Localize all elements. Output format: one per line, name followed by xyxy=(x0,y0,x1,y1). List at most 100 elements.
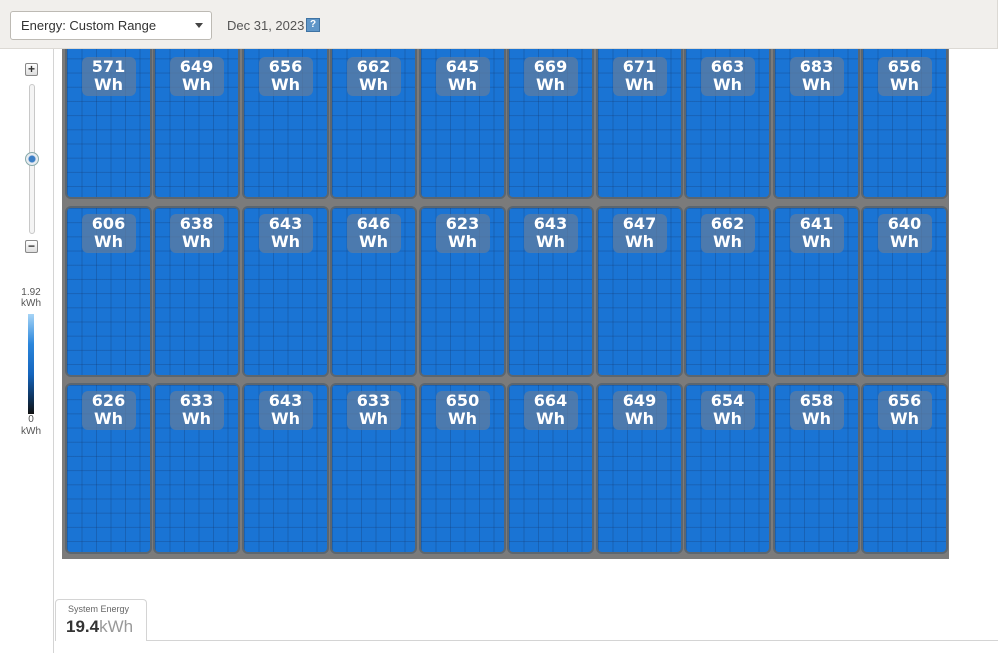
panel-energy-label: 640 Wh xyxy=(877,214,932,253)
solar-panel[interactable]: 606 Wh xyxy=(65,206,152,377)
panel-energy-label: 664 Wh xyxy=(523,391,578,430)
solar-panel[interactable]: 683 Wh xyxy=(773,49,860,199)
panel-energy-label: 650 Wh xyxy=(435,391,490,430)
panel-energy-unit: Wh xyxy=(712,232,743,251)
panel-energy-label: 658 Wh xyxy=(789,391,844,430)
panel-energy-label: 643 Wh xyxy=(523,214,578,253)
panel-energy-value: 638 xyxy=(179,214,214,233)
legend-max-value: 1.92 xyxy=(21,287,41,298)
solar-panel[interactable]: 641 Wh xyxy=(773,206,860,377)
panel-energy-value: 626 xyxy=(91,391,126,410)
zoom-sidebar: + − 1.92 kWh 0 kWh xyxy=(0,49,54,653)
solar-panel[interactable]: 662 Wh xyxy=(684,206,771,377)
panel-energy-label: 669 Wh xyxy=(523,57,578,96)
system-energy-box: System Energy 19.4kWh xyxy=(55,599,147,641)
panel-energy-value: 633 xyxy=(179,391,214,410)
energy-color-legend xyxy=(28,314,34,414)
solar-panel[interactable]: 645 Wh xyxy=(419,49,506,199)
panel-energy-unit: Wh xyxy=(358,75,389,94)
panel-energy-unit: Wh xyxy=(801,232,832,251)
solar-panel[interactable]: 658 Wh xyxy=(773,383,860,554)
panel-energy-value: 683 xyxy=(799,57,834,76)
panel-energy-label: 643 Wh xyxy=(258,391,313,430)
solar-panel[interactable]: 626 Wh xyxy=(65,383,152,554)
solar-panel[interactable]: 656 Wh xyxy=(242,49,329,199)
panel-energy-unit: Wh xyxy=(358,232,389,251)
legend-min-unit: kWh xyxy=(21,426,41,437)
solar-panel[interactable]: 664 Wh xyxy=(507,383,594,554)
panel-energy-unit: Wh xyxy=(358,409,389,428)
solar-panel[interactable]: 671 Wh xyxy=(596,49,683,199)
panel-energy-label: 643 Wh xyxy=(258,214,313,253)
divider xyxy=(146,640,998,641)
solar-panel[interactable]: 643 Wh xyxy=(242,383,329,554)
panel-energy-value: 650 xyxy=(445,391,480,410)
panel-energy-unit: Wh xyxy=(535,75,566,94)
panel-energy-value: 664 xyxy=(533,391,568,410)
panel-energy-value: 656 xyxy=(887,391,922,410)
panel-energy-unit: Wh xyxy=(447,232,478,251)
solar-panel[interactable]: 654 Wh xyxy=(684,383,771,554)
legend-min-value: 0 xyxy=(28,414,34,425)
panel-energy-label: 649 Wh xyxy=(612,391,667,430)
panel-energy-unit: Wh xyxy=(801,409,832,428)
zoom-out-button[interactable]: − xyxy=(25,240,38,253)
panel-energy-unit: Wh xyxy=(270,75,301,94)
panel-energy-label: 662 Wh xyxy=(346,57,401,96)
solar-panel[interactable]: 633 Wh xyxy=(330,383,417,554)
solar-panel[interactable]: 647 Wh xyxy=(596,206,683,377)
panel-energy-label: 662 Wh xyxy=(700,214,755,253)
panel-energy-unit: Wh xyxy=(712,75,743,94)
solar-panel[interactable]: 649 Wh xyxy=(596,383,683,554)
solar-panel[interactable]: 643 Wh xyxy=(242,206,329,377)
panel-energy-unit: Wh xyxy=(270,232,301,251)
panel-energy-unit: Wh xyxy=(535,409,566,428)
panel-energy-unit: Wh xyxy=(93,409,124,428)
panel-energy-unit: Wh xyxy=(447,409,478,428)
panel-energy-label: 633 Wh xyxy=(169,391,224,430)
panel-energy-unit: Wh xyxy=(447,75,478,94)
solar-panel[interactable]: 633 Wh xyxy=(153,383,240,554)
solar-panel[interactable]: 662 Wh xyxy=(330,49,417,199)
solar-panel[interactable]: 643 Wh xyxy=(507,206,594,377)
panel-energy-label: 671 Wh xyxy=(612,57,667,96)
help-icon[interactable]: ? xyxy=(306,18,320,32)
panel-energy-unit: Wh xyxy=(270,409,301,428)
panel-energy-unit: Wh xyxy=(712,409,743,428)
panel-energy-value: 623 xyxy=(445,214,480,233)
panel-energy-value: 643 xyxy=(533,214,568,233)
panel-energy-label: 683 Wh xyxy=(789,57,844,96)
solar-panel[interactable]: 638 Wh xyxy=(153,206,240,377)
panel-energy-value: 658 xyxy=(799,391,834,410)
panel-energy-unit: Wh xyxy=(181,409,212,428)
zoom-in-button[interactable]: + xyxy=(25,63,38,76)
panel-energy-unit: Wh xyxy=(889,232,920,251)
solar-panel[interactable]: 669 Wh xyxy=(507,49,594,199)
solar-panel[interactable]: 571 Wh xyxy=(65,49,152,199)
zoom-slider-handle[interactable] xyxy=(25,152,39,166)
solar-panel[interactable]: 640 Wh xyxy=(861,206,948,377)
panel-energy-unit: Wh xyxy=(624,232,655,251)
panel-energy-unit: Wh xyxy=(93,75,124,94)
panel-energy-value: 606 xyxy=(91,214,126,233)
panel-energy-value: 645 xyxy=(445,57,480,76)
energy-range-dropdown[interactable]: Energy: Custom Range xyxy=(10,11,212,40)
solar-panel[interactable]: 656 Wh xyxy=(861,49,948,199)
panel-energy-label: 646 Wh xyxy=(346,214,401,253)
solar-panel[interactable]: 649 Wh xyxy=(153,49,240,199)
system-energy-unit: kWh xyxy=(99,617,134,636)
caret-down-icon xyxy=(195,23,203,28)
solar-panel[interactable]: 650 Wh xyxy=(419,383,506,554)
solar-panel[interactable]: 663 Wh xyxy=(684,49,771,199)
solar-panel[interactable]: 656 Wh xyxy=(861,383,948,554)
panel-energy-value: 669 xyxy=(533,57,568,76)
solar-panel[interactable]: 646 Wh xyxy=(330,206,417,377)
system-energy-title: System Energy xyxy=(68,604,130,614)
panel-energy-label: 606 Wh xyxy=(81,214,136,253)
panel-energy-label: 663 Wh xyxy=(700,57,755,96)
selected-date[interactable]: Dec 31, 2023 xyxy=(227,18,305,33)
panel-energy-label: 649 Wh xyxy=(169,57,224,96)
panel-energy-value: 646 xyxy=(356,214,391,233)
panel-energy-label: 626 Wh xyxy=(81,391,136,430)
solar-panel[interactable]: 623 Wh xyxy=(419,206,506,377)
